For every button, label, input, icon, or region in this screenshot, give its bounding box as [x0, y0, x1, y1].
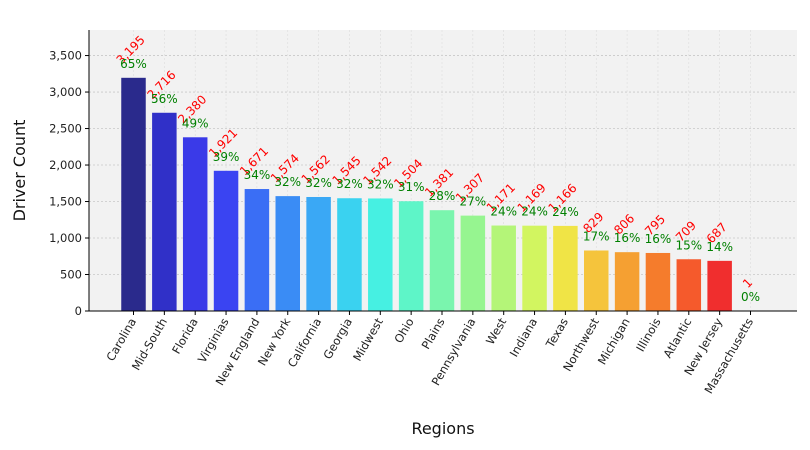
x-tick-label: Texas — [542, 316, 571, 351]
bar-carolina — [121, 77, 146, 312]
bar-michigan — [614, 252, 640, 311]
x-tick-label: Atlantic — [660, 316, 694, 361]
percent-label: 32% — [336, 177, 363, 191]
percent-label: 17% — [583, 229, 610, 243]
percent-label: 39% — [213, 150, 240, 164]
y-tick-label: 1,500 — [49, 195, 82, 209]
x-tick-label: Indiana — [507, 316, 540, 360]
x-axis-label: Regions — [411, 419, 474, 438]
percent-label: 16% — [614, 231, 641, 245]
y-tick-label: 2,000 — [49, 158, 82, 172]
bar-midwest — [368, 198, 393, 311]
bar-atlantic — [676, 259, 702, 311]
percent-label: 56% — [151, 92, 178, 106]
percent-label: 24% — [490, 205, 517, 219]
bar-virginias — [213, 170, 239, 311]
bar-pennsylvania — [460, 215, 486, 311]
y-axis-label: Driver Count — [10, 120, 29, 222]
bars — [121, 77, 763, 312]
bar-florida — [182, 137, 208, 311]
percent-label: 31% — [398, 180, 425, 194]
bar-indiana — [522, 225, 547, 311]
y-tick-label: 3,500 — [49, 49, 82, 63]
percent-label: 32% — [274, 175, 301, 189]
x-tick-label: Georgia — [320, 316, 355, 362]
bar-new-york — [275, 196, 300, 311]
y-tick-label: 2,500 — [49, 122, 82, 136]
y-tick-label: 3,000 — [49, 85, 82, 99]
percent-label: 27% — [460, 195, 487, 209]
y-tick-label: 1,000 — [49, 231, 82, 245]
percent-label: 32% — [367, 177, 394, 191]
bar-georgia — [337, 198, 362, 311]
bar-new-jersey — [707, 260, 732, 311]
x-tick-label: Florida — [169, 316, 201, 357]
percent-label: 28% — [429, 189, 456, 203]
y-ticks: 0 500 1,000 1,500 2,000 2,500 3,000 3,500 — [49, 49, 89, 318]
percent-label: 49% — [182, 116, 209, 130]
y-tick-label: 0 — [75, 304, 82, 318]
x-tick-label: Midwest — [350, 315, 386, 363]
percent-label: 34% — [244, 168, 271, 182]
bar-texas — [553, 225, 578, 311]
percent-label: 0% — [741, 290, 760, 304]
percent-label: 65% — [120, 57, 147, 71]
percent-label: 32% — [305, 176, 332, 190]
percent-label: 16% — [645, 232, 672, 246]
x-tick-label: Ohio — [391, 316, 416, 346]
percent-label: 24% — [521, 205, 548, 219]
y-tick-label: 500 — [60, 268, 82, 282]
percent-label: 24% — [552, 205, 579, 219]
axes — [88, 30, 797, 312]
percent-label: 14% — [706, 240, 733, 254]
x-tick-label: West — [483, 315, 510, 347]
bar-illinois — [645, 252, 671, 311]
bar-northwest — [584, 250, 609, 311]
x-tick-label: Plains — [419, 315, 448, 351]
bar-plains — [429, 210, 455, 311]
x-tick-label: Illinois — [633, 316, 663, 355]
bar-new-england — [244, 189, 270, 311]
percent-label: 15% — [675, 238, 702, 252]
bar-west — [491, 225, 516, 311]
bar-mid-south — [152, 112, 177, 311]
bar-ohio — [398, 201, 424, 311]
bar-california — [306, 196, 331, 311]
